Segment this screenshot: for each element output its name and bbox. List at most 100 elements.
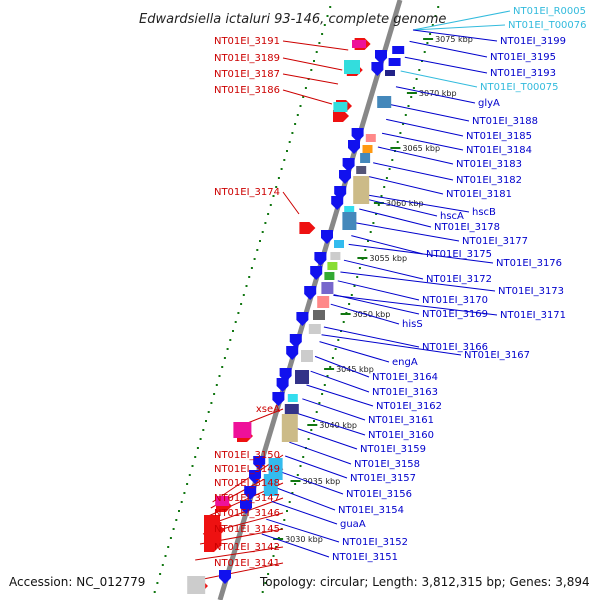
reverse-gene-arrow xyxy=(219,570,231,584)
gene-label-right: NT01EI_3151 xyxy=(332,552,398,563)
label-connector xyxy=(314,355,370,378)
label-connector xyxy=(412,29,498,42)
reverse-gene-arrow xyxy=(314,252,327,266)
gene-label-right: NT01EI_3175 xyxy=(426,249,492,260)
gene-label-right: hscA xyxy=(440,211,464,222)
label-connector xyxy=(285,455,348,479)
forward-gene-arrow xyxy=(299,222,316,234)
gene-label-left: NT01EI_3141 xyxy=(214,558,280,569)
accession-text: Accession: NC_012779 xyxy=(9,575,145,589)
gene-label-left: NT01EI_3148 xyxy=(214,478,280,489)
reverse-gene-arrow xyxy=(371,62,384,76)
gene-label-right: NT01EI_3177 xyxy=(462,236,528,247)
label-connector xyxy=(333,294,420,315)
gene-feature xyxy=(324,272,335,280)
gene-feature xyxy=(308,324,321,334)
gene-label-right: NT01EI_3152 xyxy=(342,537,408,548)
map-title: Edwardsiella ictaluri 93-146, complete g… xyxy=(139,12,446,27)
gene-label-left: NT01EI_3189 xyxy=(214,53,280,64)
kbp-tick-label: 3035 kbp xyxy=(303,477,341,486)
gene-feature xyxy=(204,515,220,545)
gene-label-left: NT01EI_3149 xyxy=(214,464,280,475)
gene-label-right: NT01EI_3167 xyxy=(464,350,530,361)
label-connector xyxy=(261,533,330,558)
gene-label-right: NT01EI_3164 xyxy=(372,372,438,383)
gene-feature xyxy=(321,282,334,294)
gene-label-right: guaA xyxy=(340,519,366,530)
gene-label-left: NT01EI_3142 xyxy=(214,542,280,553)
label-connector xyxy=(404,56,488,74)
label-connector xyxy=(368,176,444,195)
gene-feature xyxy=(330,252,341,260)
gene-feature xyxy=(327,262,338,270)
gene-label-right: NT01EI_3159 xyxy=(360,444,426,455)
gene-feature xyxy=(344,206,355,212)
gene-label-left: NT01EI_3186 xyxy=(214,85,280,96)
gene-feature xyxy=(388,58,401,66)
reverse-gene-arrow xyxy=(342,158,355,172)
label-connector xyxy=(310,370,370,393)
kbp-tick-label: 3055 kbp xyxy=(369,254,407,263)
gene-label-right: NT01EI_3160 xyxy=(368,430,434,441)
gene-feature xyxy=(365,134,376,142)
gene-feature xyxy=(187,576,206,594)
label-connector xyxy=(412,10,511,31)
gene-feature xyxy=(263,474,278,496)
gene-label-right: NT01EI_3176 xyxy=(496,258,562,269)
gene-label-right: glyA xyxy=(478,98,500,109)
gene-label-right: NT01EI_3193 xyxy=(490,68,556,79)
gene-label-right: NT01EI_3170 xyxy=(422,295,488,306)
reverse-gene-arrow xyxy=(321,230,333,244)
kbp-tick-label: 3070 kbp xyxy=(419,89,457,98)
gene-feature xyxy=(284,404,299,414)
reverse-gene-arrow xyxy=(375,50,387,64)
gene-label-right: NT01EI_T00076 xyxy=(508,20,587,31)
kbp-tick-track: 3075 kbp 3070 kbp 3065 kbp 3060 kbp 3055 kbp… xyxy=(153,6,473,593)
gene-feature xyxy=(295,370,309,384)
label-connector xyxy=(306,384,374,407)
gene-label-right: NT01EI_3195 xyxy=(490,52,556,63)
gene-labels: NT01EI_3191 NT01EI_3189 NT01EI_3187 NT01EI_… xyxy=(214,6,587,569)
label-connector xyxy=(282,73,339,85)
label-connector xyxy=(319,341,390,363)
label-connector xyxy=(355,222,460,242)
label-connector xyxy=(348,243,494,264)
label-connector xyxy=(373,162,454,181)
label-connector xyxy=(297,413,366,436)
label-connector xyxy=(386,118,464,137)
gene-feature xyxy=(353,176,370,204)
label-connector xyxy=(351,235,424,255)
label-connector xyxy=(321,334,462,356)
gene-label-right: NT01EI_3178 xyxy=(434,222,500,233)
gene-label-right: NT01EI_3185 xyxy=(466,131,532,142)
gene-label-right: NT01EI_3154 xyxy=(338,505,404,516)
reverse-gene-arrow xyxy=(286,346,299,360)
label-connector xyxy=(195,546,284,561)
gene-label-right: hisS xyxy=(402,319,423,330)
gene-label-right: NT01EI_3169 xyxy=(422,309,488,320)
label-connector xyxy=(377,146,454,165)
gene-feature xyxy=(233,422,252,438)
gene-feature xyxy=(392,46,405,54)
gene-label-right: NT01EI_3172 xyxy=(426,274,492,285)
gene-feature xyxy=(356,166,367,174)
gene-feature xyxy=(287,394,298,402)
reverse-gene-arrow xyxy=(348,140,360,154)
reverse-gene-arrow xyxy=(253,456,266,470)
label-connector xyxy=(323,326,420,348)
gene-label-right: NT01EI_3157 xyxy=(350,473,416,484)
label-connector xyxy=(271,500,338,525)
gene-label-right: NT01EI_3182 xyxy=(456,175,522,186)
gene-label-left: NT01EI_3174 xyxy=(214,187,280,198)
gene-feature xyxy=(215,496,230,506)
gene-features xyxy=(187,38,405,594)
gene-feature xyxy=(385,70,395,76)
topology-text: Topology: circular; Length: 3,812,315 bp… xyxy=(259,575,590,589)
gene-feature xyxy=(360,153,371,163)
label-connector xyxy=(275,487,336,511)
gene-feature xyxy=(352,40,366,48)
label-connector xyxy=(333,294,498,316)
gene-label-right: NT01EI_3181 xyxy=(446,189,512,200)
gene-feature xyxy=(281,414,298,442)
